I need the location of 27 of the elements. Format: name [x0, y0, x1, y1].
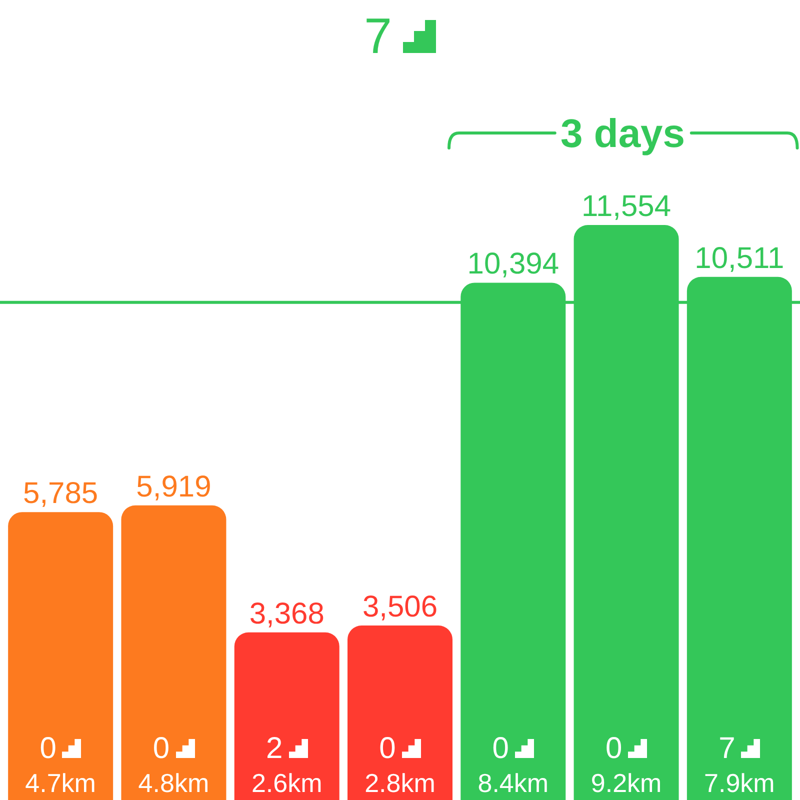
x-tick-label: 2.6km — [251, 768, 322, 798]
x-tick-label: 8.4km — [478, 768, 549, 798]
annotation: 0 — [492, 732, 509, 765]
annotation: 0 — [40, 732, 56, 765]
x-tick-label: 9.2km — [590, 768, 662, 798]
data-label: 11,554 — [582, 190, 672, 223]
data-label: 5,785 — [23, 477, 98, 510]
annotation: 2 — [266, 732, 283, 765]
data-label: 5,919 — [136, 470, 212, 504]
x-tick-label: 7.9km — [704, 768, 775, 798]
bar — [234, 632, 340, 800]
bar — [8, 512, 114, 800]
data-label: 3,368 — [249, 597, 324, 630]
data-label: 3,506 — [362, 590, 438, 624]
text: 7 — [364, 8, 392, 64]
data-label: 10,511 — [694, 242, 784, 275]
bar — [348, 626, 452, 800]
x-tick-label: 4.8km — [138, 768, 210, 798]
text: 3 days — [560, 112, 686, 156]
x-tick-label: 4.7km — [25, 768, 96, 798]
annotation: 0 — [152, 732, 170, 765]
x-tick-label: 2.8km — [364, 768, 436, 798]
bar — [121, 505, 226, 800]
text: 7 — [718, 732, 736, 765]
data-label: 10,394 — [467, 248, 560, 281]
annotation: 0 — [379, 732, 396, 765]
annotation: 0 — [605, 732, 622, 765]
